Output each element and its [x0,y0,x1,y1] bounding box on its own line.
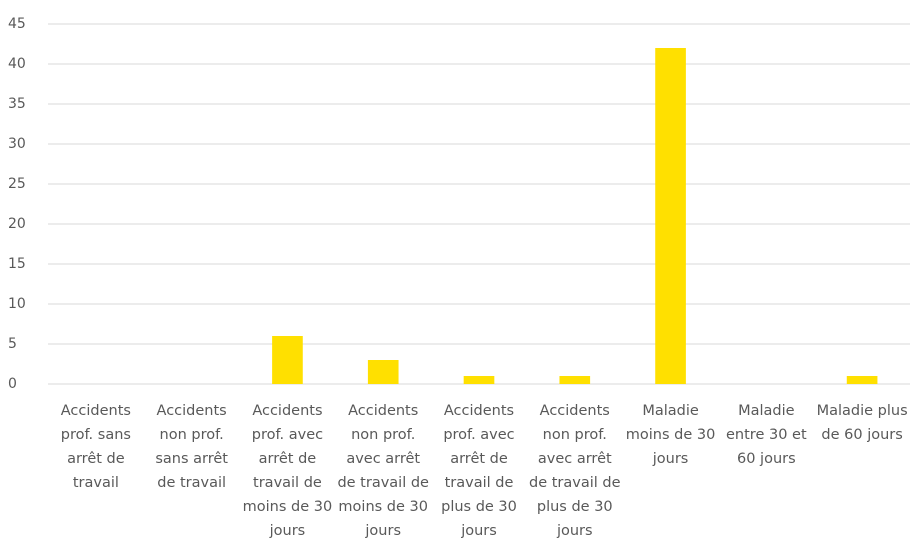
bar [463,376,495,384]
x-tick-label: Maladie plus de 60 jours [816,403,908,443]
y-tick-label: 35 [8,96,26,112]
y-tick-label: 40 [8,56,26,72]
y-tick-label: 15 [8,256,26,272]
y-tick-label: 5 [8,336,17,352]
bar [846,376,878,384]
bar [272,336,303,384]
x-tick-label: Accidents non prof. avec arrêt de travai… [529,403,621,539]
bar [655,48,686,384]
x-tick-label: Accidents prof. sans arrêt de travail [60,403,131,491]
x-tick-label: Accidents prof. avec arrêt de travail de… [242,403,333,539]
x-tick-label: Accidents non prof. sans arrêt de travai… [155,403,228,491]
y-tick-label: 45 [8,16,26,32]
y-tick-label: 10 [8,296,26,312]
x-tick-label: Maladie entre 30 et 60 jours [726,403,807,467]
y-tick-label: 30 [8,136,26,152]
y-tick-label: 20 [8,216,26,232]
x-tick-label: Maladie moins de 30 jours [625,403,716,467]
x-tick-label: Accidents prof. avec arrêt de travail de… [441,403,517,539]
bar [559,376,591,384]
bar [367,360,399,384]
y-tick-label: 0 [8,376,17,392]
x-tick-label: Accidents non prof. avec arrêt de travai… [337,403,429,539]
y-tick-label: 25 [8,176,26,192]
